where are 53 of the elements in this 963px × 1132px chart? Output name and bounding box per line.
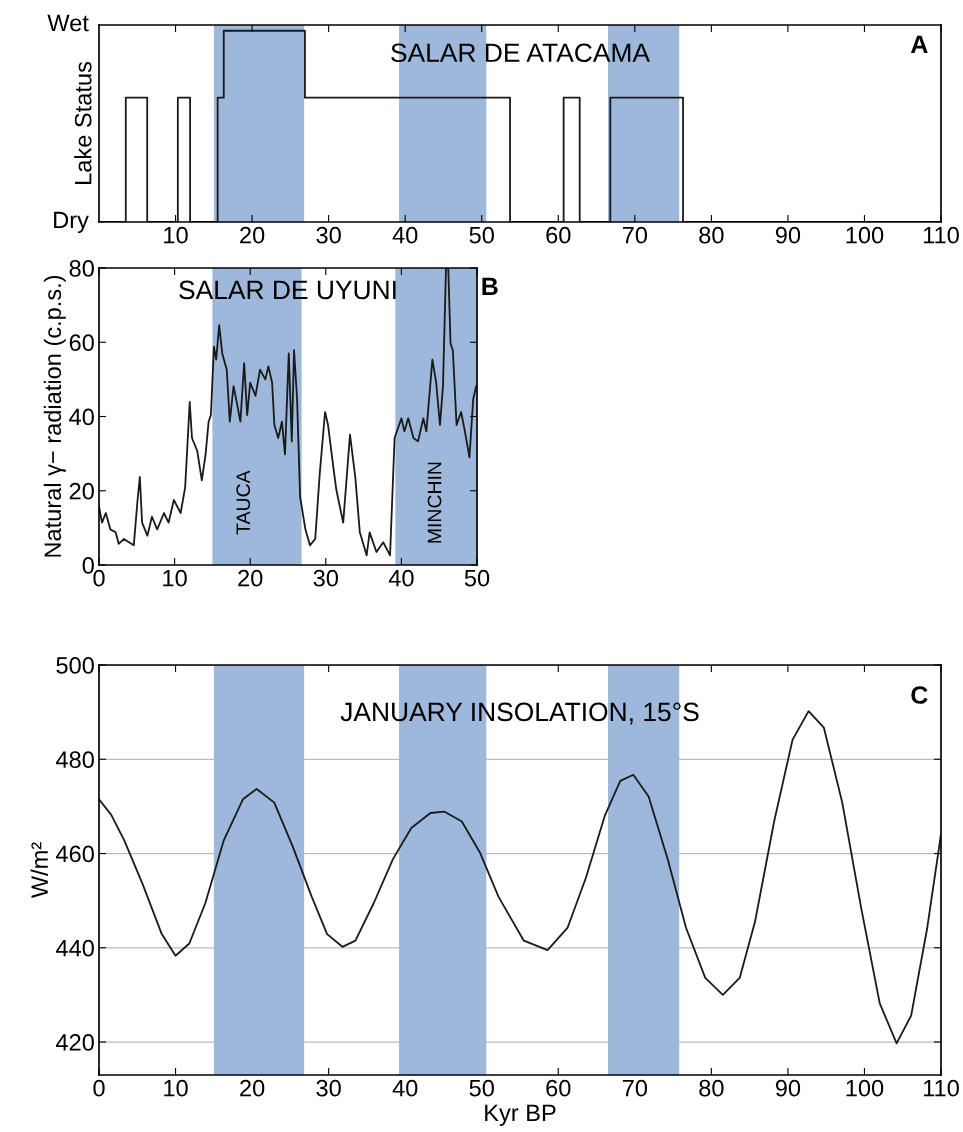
x-tick-label: 60 <box>546 1079 571 1097</box>
y-tick-label: 480 <box>55 751 94 769</box>
x-tick-label: 110 <box>923 1079 959 1097</box>
y-tick-label: 40 <box>69 408 94 426</box>
x-tick-label: 40 <box>392 1079 418 1097</box>
x-tick-label: 10 <box>163 569 187 587</box>
y-axis-title: Lake Status <box>74 62 92 184</box>
annotation: C <box>911 686 928 704</box>
x-tick-label: 40 <box>388 569 414 587</box>
text: B <box>482 277 498 296</box>
annotation: TAUCA <box>236 470 251 535</box>
x-tick-label: 70 <box>622 226 648 244</box>
x-tick-label: 90 <box>775 1079 801 1097</box>
text: JANUARY INSOLATION, 15°S <box>340 702 699 725</box>
annotation: MINCHIN <box>427 462 442 543</box>
x-tick-label: 30 <box>316 1079 341 1097</box>
x-tick-label: 100 <box>846 226 884 244</box>
x-tick-label: 20 <box>238 569 263 587</box>
y-tick-label: 420 <box>55 1034 94 1051</box>
y-axis-title: Natural γ− radiation (c.p.s.) <box>43 275 66 557</box>
y-tick-label: 500 <box>56 657 94 674</box>
x-tick-label: 20 <box>240 226 265 244</box>
x-tick-label: 40 <box>392 226 418 244</box>
chart-title: SALAR DE ATACAMA <box>391 43 650 63</box>
x-axis-title: Kyr BP <box>485 1104 556 1126</box>
y-tick-label: 80 <box>69 260 94 277</box>
y-tick-label: 20 <box>69 482 94 500</box>
x-tick-label: 30 <box>316 226 341 244</box>
x-tick-label: 10 <box>164 226 188 244</box>
y-axis-title: W/m² <box>30 842 48 899</box>
x-tick-label: 0 <box>93 569 105 587</box>
x-tick-label: 70 <box>622 1079 648 1097</box>
x-tick-label: 60 <box>546 226 571 244</box>
y-tick-label: 60 <box>69 334 94 352</box>
annotation: A <box>910 35 928 53</box>
x-tick-label: 30 <box>313 569 339 587</box>
y-tick-label: 0 <box>82 557 94 574</box>
x-tick-label: 110 <box>923 226 959 244</box>
x-tick-label: 10 <box>164 1079 188 1097</box>
x-tick-label: 50 <box>469 1079 494 1097</box>
x-tick-label: 50 <box>464 569 490 587</box>
x-tick-label: 90 <box>775 226 801 244</box>
text: Dry <box>54 211 89 234</box>
x-tick-label: 100 <box>846 1079 884 1097</box>
x-tick-label: 80 <box>699 226 724 244</box>
chart-title: SALAR DE UYUNI <box>179 280 396 300</box>
y-tick-label: 440 <box>55 939 94 957</box>
x-tick-label: 0 <box>93 1079 105 1097</box>
x-tick-label: 80 <box>699 1079 724 1097</box>
x-tick-label: 20 <box>240 1079 265 1097</box>
y-tick-label: 460 <box>55 845 94 863</box>
x-tick-label: 50 <box>469 226 494 244</box>
text: Wet <box>47 14 89 32</box>
